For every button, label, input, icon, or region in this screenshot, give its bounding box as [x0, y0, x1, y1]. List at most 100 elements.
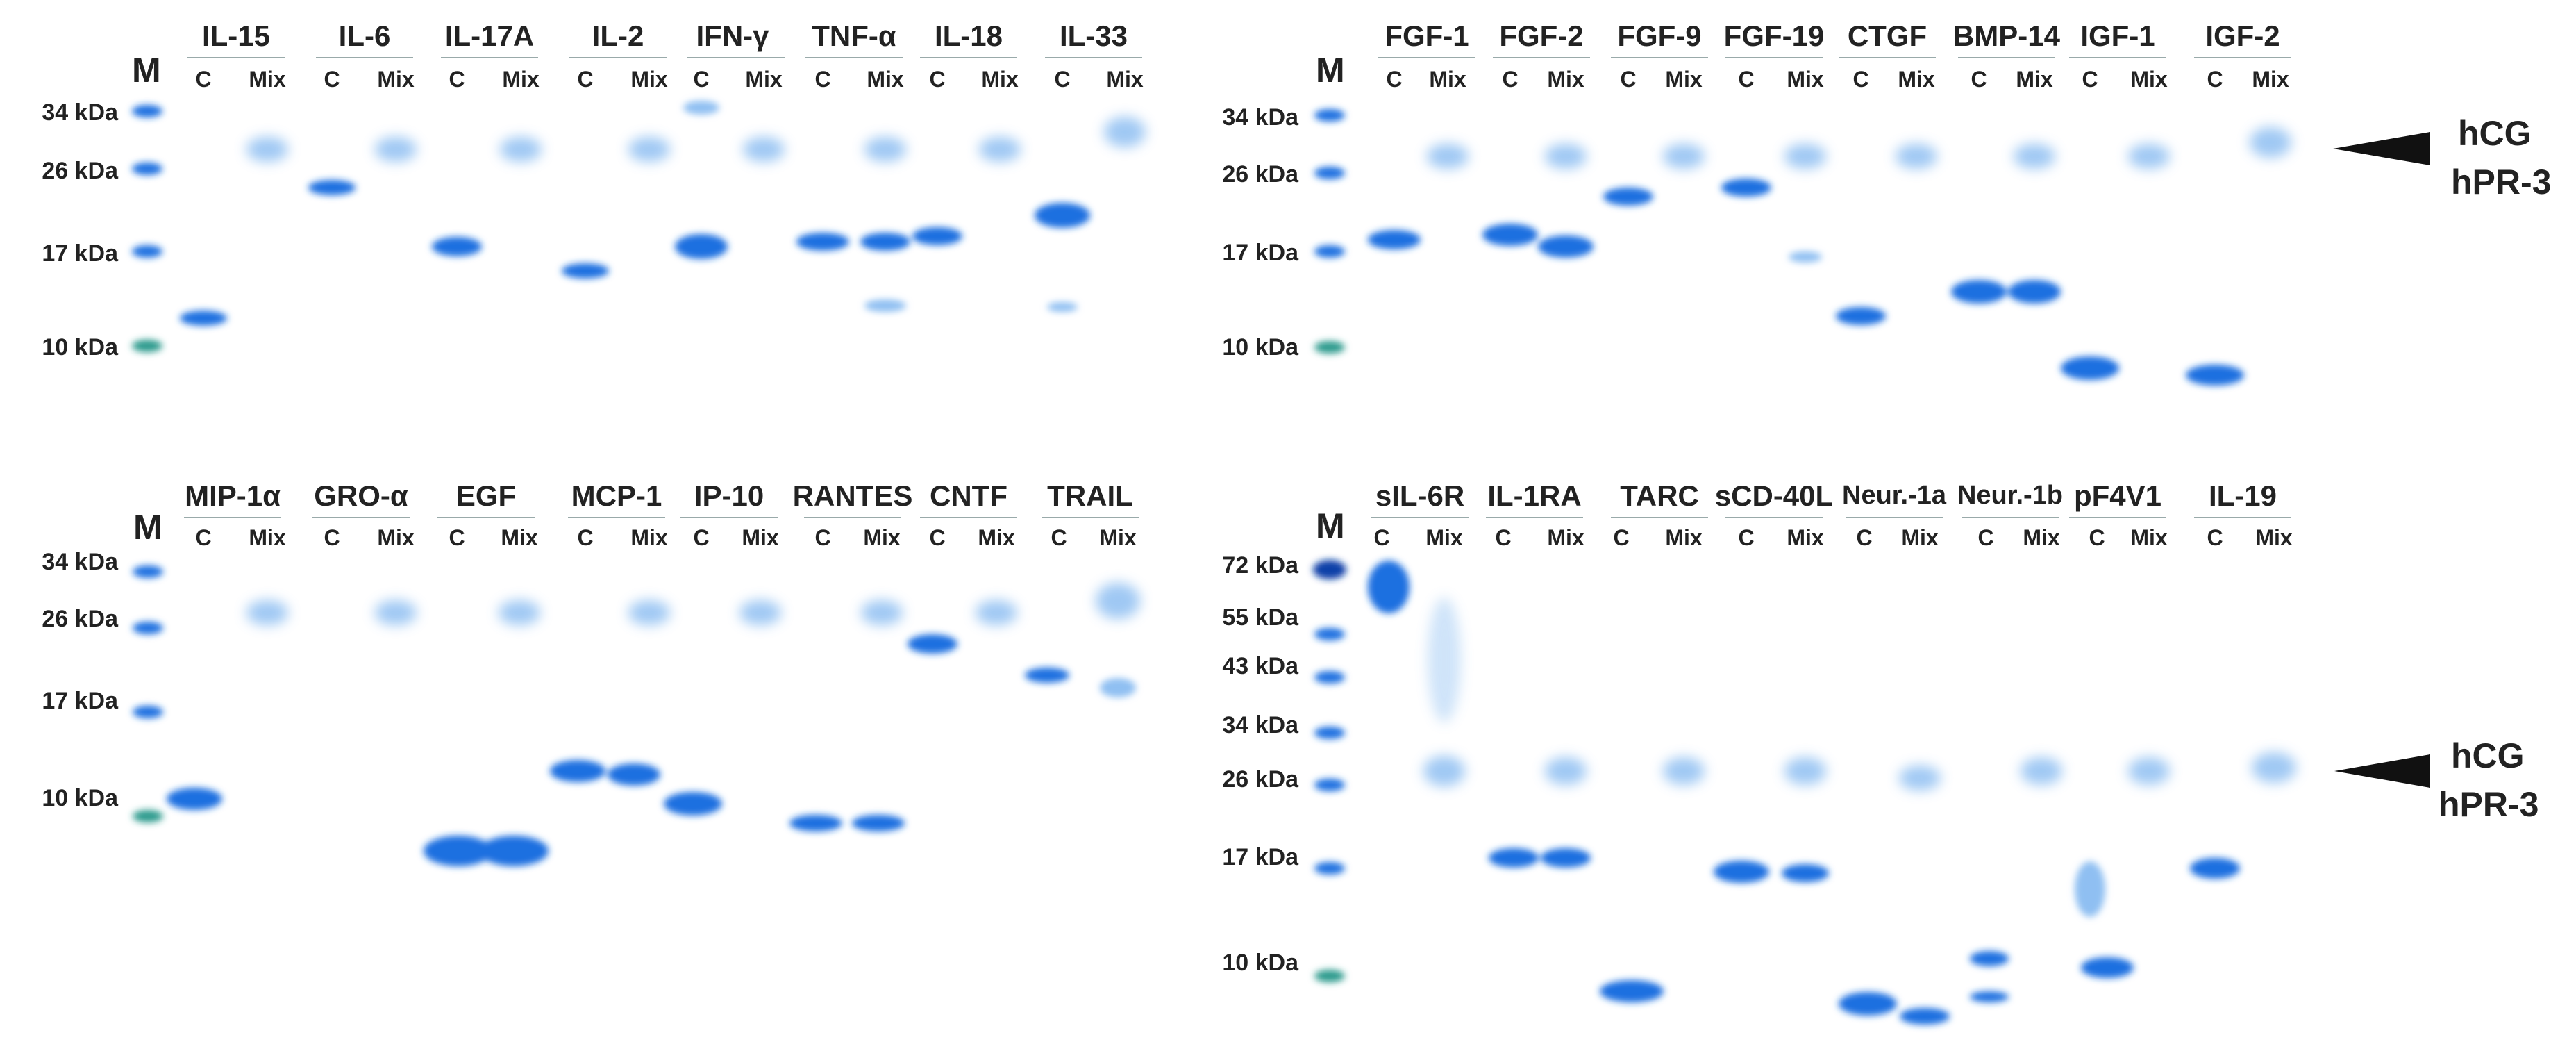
hcg-label: hCG — [2451, 736, 2525, 775]
lane-label-mix: Mix — [2130, 67, 2168, 92]
lane-label-mix: Mix — [1547, 67, 1584, 92]
gel-image-top-right — [1314, 109, 2430, 386]
protein-underline — [1042, 517, 1139, 518]
lane-label-mix: Mix — [249, 67, 286, 92]
protein-name: CTGF — [1847, 19, 1927, 52]
marker-size-label: 10 kDa — [42, 785, 118, 811]
protein-underline — [805, 57, 903, 58]
marker-lane-label: M — [133, 508, 162, 547]
lane-label-control: C — [1051, 525, 1067, 550]
protein-name: Neur.-1b — [1957, 481, 2064, 510]
lane-label-control: C — [1386, 67, 1403, 92]
marker-ladder — [1313, 560, 1346, 982]
protein-name: TARC — [1620, 479, 1699, 512]
protein-name: sCD-40L — [1714, 479, 1834, 512]
protein-name: FGF-9 — [1617, 19, 1702, 52]
protein-name: IL-33 — [1059, 19, 1128, 52]
lane-label-control: C — [324, 67, 340, 92]
protein-underline — [680, 517, 778, 518]
lane-label-control: C — [449, 67, 465, 92]
lane-label-mix: Mix — [867, 67, 904, 92]
lane-label-mix: Mix — [2023, 525, 2060, 550]
marker-size-label: 34 kDa — [42, 549, 118, 575]
lane-label-mix: Mix — [249, 525, 286, 550]
sample-bands — [1368, 179, 2244, 386]
marker-size-label: 26 kDa — [1222, 161, 1298, 188]
lane-label-control: C — [577, 525, 594, 550]
protein-name: RANTES — [792, 479, 913, 512]
hpr3-label: hPR-3 — [2439, 785, 2539, 824]
lane-label-control: C — [814, 525, 831, 550]
lane-label-control: C — [2082, 67, 2098, 92]
protein-underline — [569, 57, 667, 58]
protein-name: TNF-α — [812, 19, 896, 52]
lane-label-mix: Mix — [630, 525, 668, 550]
protein-name: TRAIL — [1047, 479, 1133, 512]
marker-size-label: 43 kDa — [1222, 653, 1298, 679]
lane-label-mix: Mix — [2130, 525, 2168, 550]
lane-label-mix: Mix — [1547, 525, 1584, 550]
mix-lane-bands — [246, 117, 1146, 162]
lane-label-mix: Mix — [502, 67, 540, 92]
protein-underline — [1611, 57, 1708, 58]
marker-size-label: 26 kDa — [1222, 766, 1298, 793]
lane-label-mix: Mix — [377, 67, 415, 92]
gel-panel-top-right: M 34 kDa 26 kDa 17 kDa 10 kDa FGF-1 FGF-… — [1180, 0, 2576, 431]
lane-label-control: C — [1502, 67, 1519, 92]
marker-ladder — [132, 105, 162, 352]
lane-label-control: C — [693, 67, 710, 92]
protein-name: IP-10 — [694, 479, 764, 512]
protein-underline — [1378, 57, 1475, 58]
lane-label-control: C — [195, 525, 212, 550]
protein-underline — [1045, 57, 1142, 58]
protein-underline — [1725, 517, 1823, 518]
protein-underline — [441, 57, 538, 58]
protein-underline — [1846, 517, 1943, 518]
marker-size-label: 17 kDa — [1222, 240, 1298, 266]
protein-name: IFN-γ — [696, 19, 769, 52]
lane-label-mix: Mix — [1665, 67, 1703, 92]
lane-label-mix: Mix — [745, 67, 783, 92]
mix-lane-bands — [246, 583, 1140, 625]
lane-label-control: C — [195, 67, 212, 92]
marker-size-label: 17 kDa — [42, 240, 118, 267]
lane-label-mix: Mix — [1106, 67, 1144, 92]
protein-underline — [1725, 57, 1823, 58]
lane-label-mix: Mix — [1787, 525, 1824, 550]
sample-bands — [1368, 561, 2240, 1025]
lane-label-control: C — [1613, 525, 1630, 550]
marker-size-label: 10 kDa — [1222, 950, 1298, 976]
marker-size-label: 17 kDa — [1222, 844, 1298, 870]
gel-image-bottom-left — [133, 565, 1140, 866]
arrowhead-icon — [2334, 754, 2430, 788]
lane-label-mix: Mix — [1099, 525, 1137, 550]
marker-lane-label: M — [1316, 506, 1345, 545]
protein-underline — [804, 517, 901, 518]
lane-label-control: C — [324, 525, 340, 550]
protein-underline — [2194, 57, 2291, 58]
protein-underline — [184, 517, 281, 518]
lane-label-control: C — [1977, 525, 1994, 550]
hcg-label: hCG — [2458, 114, 2532, 153]
lane-label-control: C — [2207, 67, 2223, 92]
lane-label-control: C — [577, 67, 594, 92]
lane-label-control: C — [449, 525, 465, 550]
lane-label-control: C — [1971, 67, 1987, 92]
protein-underline — [1371, 517, 1469, 518]
protein-name: FGF-2 — [1499, 19, 1584, 52]
protein-underline — [1958, 57, 2055, 58]
sample-bands — [167, 634, 1136, 866]
sample-bands — [180, 101, 1090, 326]
protein-underline — [920, 517, 1017, 518]
marker-size-label: 26 kDa — [42, 158, 118, 184]
protein-underline — [920, 57, 1017, 58]
gel-image-bottom-right — [1313, 560, 2430, 1025]
lane-label-control: C — [1373, 525, 1390, 550]
protein-name: IL-17A — [444, 19, 535, 52]
protein-name: BMP-14 — [1952, 19, 2061, 52]
marker-size-label: 26 kDa — [42, 606, 118, 632]
protein-underline — [1486, 517, 1583, 518]
protein-name: IL-6 — [338, 19, 391, 52]
marker-size-label: 72 kDa — [1222, 552, 1298, 579]
protein-name: CNTF — [930, 479, 1007, 512]
